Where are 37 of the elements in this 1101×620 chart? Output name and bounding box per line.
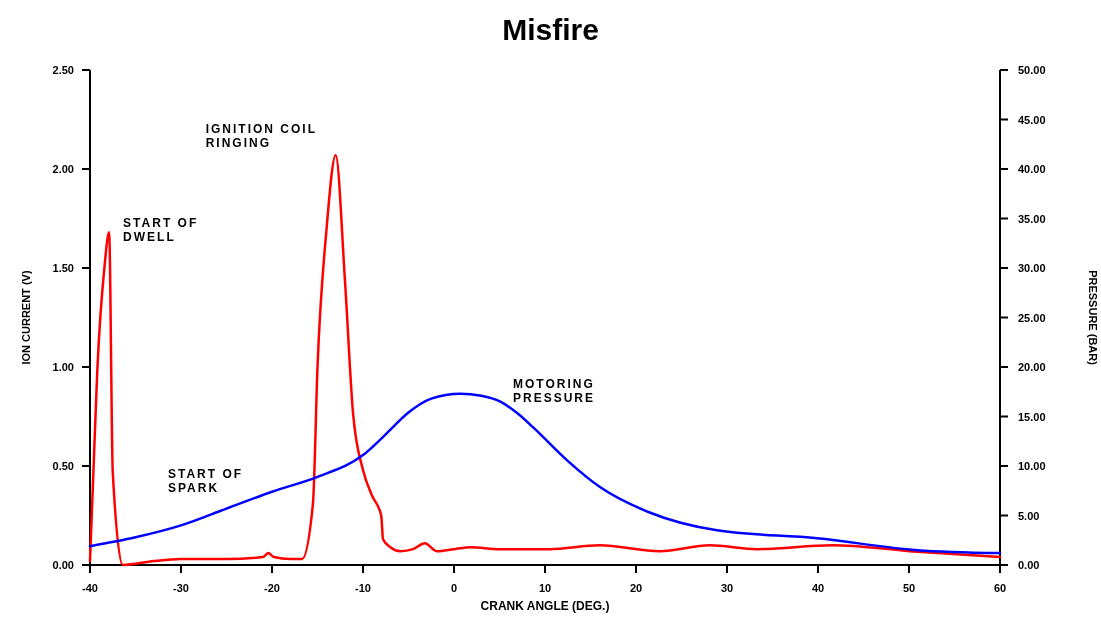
y2-tick-label: 45.00 — [1018, 113, 1046, 126]
x-tick-label: -40 — [82, 582, 98, 594]
y-tick-label: 2.50 — [52, 64, 74, 76]
y-tick-label: 0.00 — [52, 559, 74, 571]
x-axis-title: CRANK ANGLE (DEG.) — [480, 599, 610, 613]
x-tick-label: 60 — [993, 582, 1007, 594]
x-tick-label: -10 — [355, 582, 371, 594]
x-tick-label: 50 — [902, 582, 916, 594]
y2-tick-label: 15.00 — [1018, 410, 1046, 423]
y2-tick-label: 50.00 — [1018, 64, 1046, 76]
x-tick-label: 10 — [538, 582, 552, 594]
annotation: MOTORING PRESSURE — [513, 377, 596, 405]
y2-tick-label: 20.00 — [1018, 361, 1046, 373]
y2-tick-label: 40.00 — [1018, 163, 1046, 175]
x-tick-label: -30 — [173, 582, 189, 594]
chart-title: Misfire — [502, 13, 599, 46]
y2-tick-label: 30.00 — [1018, 262, 1046, 274]
y-tick-label: 1.00 — [52, 361, 74, 373]
x-tick-label: 20 — [629, 582, 643, 594]
x-tick-label: 30 — [720, 582, 734, 594]
y2-tick-label: 5.00 — [1018, 509, 1040, 522]
x-tick-label: 0 — [450, 582, 458, 594]
line-series — [88, 392, 1002, 555]
y-tick-label: 2.00 — [52, 163, 74, 175]
y2-axis-title: PRESSURE (BAR) — [1087, 270, 1099, 366]
annotation: START OF DWELL — [123, 216, 199, 245]
x-tick-label: 40 — [811, 582, 825, 594]
x-tick-label: -20 — [264, 582, 280, 594]
y2-tick-label: 0.00 — [1018, 559, 1040, 571]
y2-tick-label: 10.00 — [1018, 460, 1046, 472]
y2-tick-label: 25.00 — [1018, 311, 1046, 324]
annotation: START OF SPARK — [168, 467, 244, 495]
annotation: IGNITION COIL RINGING — [205, 122, 318, 151]
y2-tick-label: 35.00 — [1018, 212, 1046, 225]
y-axis-title: ION CURRENT (V) — [20, 270, 32, 365]
y-tick-label: 0.50 — [52, 460, 74, 472]
y-tick-label: 1.50 — [52, 262, 74, 274]
